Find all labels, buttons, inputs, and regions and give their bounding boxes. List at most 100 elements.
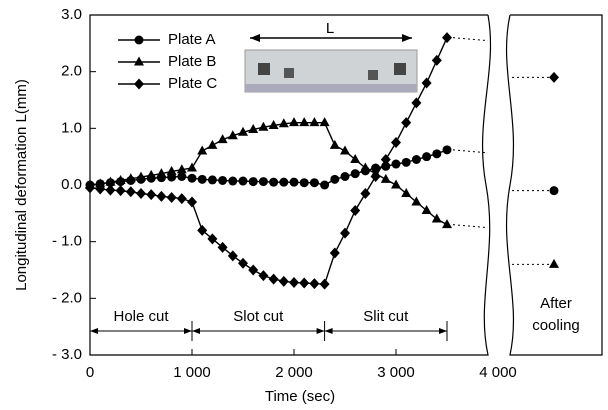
data-point xyxy=(197,224,208,236)
data-point xyxy=(115,174,126,184)
data-point xyxy=(319,117,330,127)
data-point xyxy=(411,155,421,164)
data-point xyxy=(391,137,401,148)
data-point xyxy=(105,176,116,186)
data-point xyxy=(432,149,442,159)
data-point xyxy=(258,177,268,187)
data-point xyxy=(238,126,248,136)
data-point xyxy=(421,77,432,89)
legend-label: Plate A xyxy=(168,31,216,48)
data-point xyxy=(289,177,299,187)
connector xyxy=(452,224,489,229)
after-label: cooling xyxy=(532,317,580,334)
data-point xyxy=(442,32,452,44)
data-point xyxy=(136,188,146,199)
data-point xyxy=(95,183,106,195)
data-point xyxy=(187,173,197,183)
data-point xyxy=(146,169,157,179)
after-point xyxy=(549,258,559,268)
data-point xyxy=(227,130,238,140)
legend-marker xyxy=(134,35,144,45)
data-point xyxy=(176,193,187,205)
y-tick-label: 3.0 xyxy=(61,6,82,23)
data-point xyxy=(156,190,167,202)
data-point xyxy=(227,250,238,262)
data-point xyxy=(340,227,350,239)
inset-label: L xyxy=(326,20,334,37)
legend-label: Plate B xyxy=(168,53,216,70)
data-point xyxy=(278,118,289,128)
plot-frame xyxy=(89,14,492,356)
data-point xyxy=(401,117,412,129)
x-tick-label: 0 xyxy=(86,364,94,381)
data-point xyxy=(309,278,320,290)
y-tick-label: 1.0 xyxy=(61,119,82,136)
data-point xyxy=(350,154,361,163)
data-point xyxy=(105,184,116,196)
data-point xyxy=(299,178,309,188)
data-point xyxy=(411,97,422,109)
data-point xyxy=(330,174,340,184)
phase-label: Hole cut xyxy=(113,308,169,325)
data-point xyxy=(320,180,330,190)
x-axis-label: Time (sec) xyxy=(265,388,335,405)
data-point xyxy=(309,178,319,188)
data-point xyxy=(207,139,218,149)
data-point xyxy=(319,278,330,290)
x-tick-label: 3 000 xyxy=(377,364,415,381)
x-tick-label: 2 000 xyxy=(275,364,313,381)
data-point xyxy=(166,191,177,203)
data-point xyxy=(197,145,208,155)
data-point xyxy=(248,177,258,187)
data-point xyxy=(329,247,340,259)
data-point xyxy=(207,175,217,185)
data-point xyxy=(258,121,269,131)
data-point xyxy=(278,275,289,287)
x-tick-label: 4 000 xyxy=(479,364,517,381)
data-point xyxy=(146,189,157,201)
phase-label: Slit cut xyxy=(363,308,409,325)
inset-photo xyxy=(244,49,418,93)
phase-label: Slot cut xyxy=(233,308,284,325)
data-point xyxy=(442,219,452,229)
data-point xyxy=(401,188,412,197)
series-line xyxy=(89,121,448,226)
data-point xyxy=(238,257,248,269)
data-point xyxy=(197,174,207,184)
y-tick-label: 0.0 xyxy=(61,176,82,193)
data-point xyxy=(156,168,167,178)
data-point xyxy=(289,117,299,127)
data-point xyxy=(85,182,95,194)
data-point xyxy=(187,196,197,208)
after-frame xyxy=(505,14,603,356)
data-point xyxy=(218,175,228,185)
data-point xyxy=(299,117,310,127)
data-point xyxy=(431,54,442,66)
data-point xyxy=(125,186,136,198)
data-point xyxy=(207,233,218,245)
data-point xyxy=(217,241,228,253)
data-point xyxy=(391,159,401,169)
data-point xyxy=(268,273,279,285)
after-point xyxy=(549,186,559,196)
data-point xyxy=(228,176,238,186)
y-tick-label: 2.0 xyxy=(61,63,82,80)
data-point xyxy=(391,179,401,189)
data-point xyxy=(340,172,350,181)
data-point xyxy=(421,205,432,214)
data-point xyxy=(329,139,340,149)
data-point xyxy=(309,117,320,127)
data-point xyxy=(248,264,259,276)
data-point xyxy=(289,276,299,288)
legend-marker xyxy=(134,56,144,66)
legend-marker xyxy=(134,78,144,90)
data-point xyxy=(401,157,411,167)
data-point xyxy=(176,164,187,174)
after-label: After xyxy=(540,295,572,312)
data-point xyxy=(371,163,381,173)
data-point xyxy=(380,154,391,165)
after-point xyxy=(549,71,559,83)
connector xyxy=(452,149,489,154)
data-point xyxy=(125,173,136,183)
